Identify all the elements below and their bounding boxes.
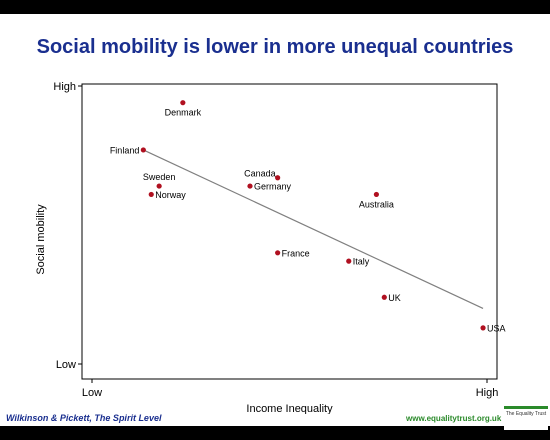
label-denmark: Denmark <box>165 108 202 118</box>
label-italy: Italy <box>353 257 370 267</box>
y-tick-label-0: Low <box>56 359 76 371</box>
point-australia <box>373 191 379 198</box>
label-germany: Germany <box>254 182 292 192</box>
x-tick-label-0: Low <box>82 387 102 399</box>
point-canada <box>275 175 281 181</box>
label-uk: UK <box>388 293 401 303</box>
y-axis-label: Social mobility <box>35 204 47 275</box>
trendline <box>143 149 484 309</box>
label-australia: Australia <box>359 199 394 209</box>
source-citation: Wilkinson & Pickett, The Spirit Level <box>6 413 162 423</box>
point-usa <box>480 325 486 331</box>
label-canada: Canada <box>244 169 276 179</box>
label-france: France <box>282 248 310 258</box>
label-usa: USA <box>487 323 506 333</box>
y-tick-label-1: High <box>53 81 76 93</box>
website-link[interactable]: www.equalitytrust.org.uk <box>406 414 502 423</box>
label-sweden: Sweden <box>143 172 176 182</box>
point-uk <box>381 294 387 300</box>
slide: Social mobility is lower in more unequal… <box>0 14 550 430</box>
page-title: Social mobility is lower in more unequal… <box>36 36 514 58</box>
label-finland: Finland <box>110 145 140 155</box>
chart-area: Low High Low High Income Inequality Social mo… <box>0 74 550 419</box>
x-axis-label: Income Inequality <box>246 403 333 414</box>
point-germany <box>247 183 253 189</box>
point-denmark <box>180 100 186 106</box>
plot-frame <box>81 83 498 380</box>
equality-trust-logo: The Equality Trust <box>504 406 548 430</box>
point-finland <box>140 147 146 153</box>
label-norway: Norway <box>155 190 186 200</box>
x-tick-label-1: High <box>476 387 499 399</box>
scatter-chart: Low High Low High Income Inequality Social mo… <box>35 81 506 415</box>
point-france <box>275 250 281 256</box>
point-sweden <box>156 183 162 189</box>
point-italy <box>346 258 352 264</box>
point-norway <box>148 191 154 198</box>
